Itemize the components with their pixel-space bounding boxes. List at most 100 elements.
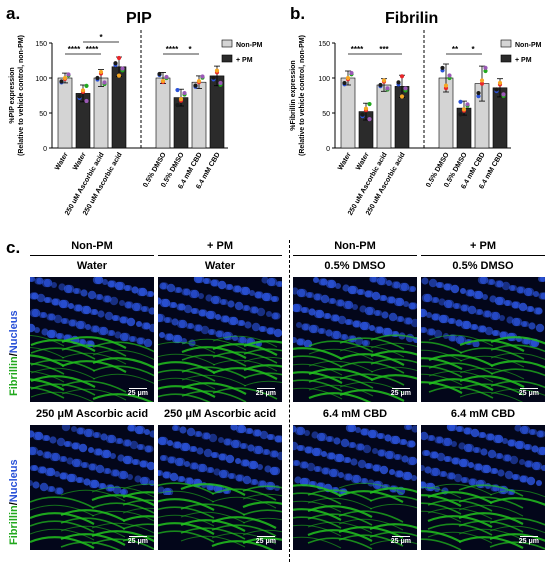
fibrillin-fiber <box>338 510 404 523</box>
fibrillin-fiber <box>458 528 524 541</box>
nucleus-dot <box>48 313 56 321</box>
fibrillin-fiber <box>308 384 374 397</box>
nucleus-dot <box>431 451 439 459</box>
data-point <box>363 106 369 111</box>
nucleus-dot <box>127 474 133 480</box>
nucleus-dot <box>239 336 247 344</box>
nucleus-dot <box>345 457 351 463</box>
nucleus-dot <box>525 287 535 297</box>
nucleus-dot <box>340 438 350 448</box>
fibrillin-fiber <box>421 357 463 370</box>
fibrillin-fiber <box>339 361 405 374</box>
nucleus-dot <box>31 292 39 300</box>
nucleus-dot <box>65 284 75 294</box>
nucleus-dot <box>320 328 326 334</box>
label-dmso-pm: 0.5% DMSO <box>452 260 514 272</box>
nucleus-dot <box>166 333 174 341</box>
nucleus-dot <box>474 290 484 300</box>
fibrillin-fiber <box>242 529 282 536</box>
data-point <box>501 92 506 97</box>
significance-label: * <box>188 45 192 54</box>
nucleus-dot <box>531 445 539 453</box>
nucleus-dot <box>90 479 100 489</box>
nucleus-dot <box>237 425 247 434</box>
nucleus-dot <box>213 468 221 476</box>
fibrillin-fiber <box>490 344 545 353</box>
nucleus-dot <box>75 304 83 312</box>
nucleus-dot <box>293 337 297 343</box>
fibrillin-fiber <box>61 344 127 357</box>
nucleus-dot <box>296 322 302 328</box>
nucleus-dot <box>424 466 432 474</box>
data-point <box>345 75 351 81</box>
bar <box>376 84 392 149</box>
nucleus-dot <box>403 471 413 481</box>
nucleus-dot <box>371 277 379 283</box>
fibrillin-fiber <box>421 494 462 507</box>
fibrillin-fiber <box>421 349 463 362</box>
header-line <box>421 255 545 256</box>
fibrillin-fiber <box>92 373 154 385</box>
data-point <box>443 83 449 88</box>
nucleus-dot <box>53 298 61 306</box>
nucleus-dot <box>345 473 353 481</box>
nucleus-dot <box>401 439 407 445</box>
nucleus-dot <box>205 278 211 284</box>
bar <box>111 66 127 149</box>
data-point <box>461 107 467 112</box>
fibrillin-fiber <box>61 360 127 373</box>
nucleus-dot <box>85 324 91 330</box>
fibrillin-fiber <box>180 535 246 548</box>
header-line <box>293 255 417 256</box>
nucleus-dot <box>198 293 204 299</box>
nucleus-dot <box>298 288 308 298</box>
data-point <box>399 94 405 99</box>
fibrillin-fiber <box>30 347 96 360</box>
x-tick-label: Water <box>72 151 88 171</box>
fibrillin-fiber <box>293 508 342 521</box>
scale-bar: 25 μm <box>256 387 276 397</box>
nucleus-dot <box>386 280 392 286</box>
nucleus-dot <box>538 430 545 438</box>
nucleus-dot <box>249 290 255 296</box>
nucleus-dot <box>268 277 278 287</box>
micrograph-cbd-pm: 25 μm <box>421 425 545 550</box>
nucleus-dot <box>143 338 153 347</box>
nucleus-dot <box>484 310 492 318</box>
fibrillin-fiber <box>242 485 282 492</box>
fibrillin-fiber <box>293 524 342 537</box>
fibrillin-fiber <box>308 376 374 389</box>
data-point <box>98 69 104 75</box>
fibrillin-stain <box>30 334 154 402</box>
nucleus-dot <box>61 456 67 462</box>
nucleus-dot <box>293 287 299 295</box>
fibrillin-fiber <box>459 383 525 396</box>
fibrillin-fiber <box>60 541 121 550</box>
nucleus-dot <box>533 291 539 297</box>
nucleus-dot <box>421 465 425 471</box>
nucleus-dot <box>475 447 481 453</box>
fibrillin-fiber <box>158 341 216 354</box>
nucleus-dot <box>176 457 186 467</box>
nucleus-dot <box>195 324 203 332</box>
fibrillin-fiber <box>91 538 154 550</box>
fibrillin-fiber <box>92 393 154 402</box>
nucleus-dot <box>44 435 50 441</box>
nucleus-dot <box>247 428 253 434</box>
nucleus-dot <box>278 281 282 287</box>
fibrillin-fiber <box>339 345 405 358</box>
data-point <box>476 90 481 96</box>
fibrillin-fiber <box>158 353 216 366</box>
fibrillin-fiber <box>122 507 154 514</box>
nucleus-dot <box>436 436 444 444</box>
scale-bar: 25 μm <box>128 387 148 397</box>
fibrillin-fiber <box>243 372 282 379</box>
nucleus-dot <box>92 325 100 333</box>
nucleus-dot <box>321 451 327 457</box>
scale-bar: 25 μm <box>391 387 411 397</box>
nucleus-dot <box>304 430 310 436</box>
nucleus-dot <box>244 321 252 329</box>
nucleus-dot <box>31 308 41 318</box>
nucleus-dot <box>227 300 235 308</box>
fibrillin-fiber <box>370 358 417 365</box>
